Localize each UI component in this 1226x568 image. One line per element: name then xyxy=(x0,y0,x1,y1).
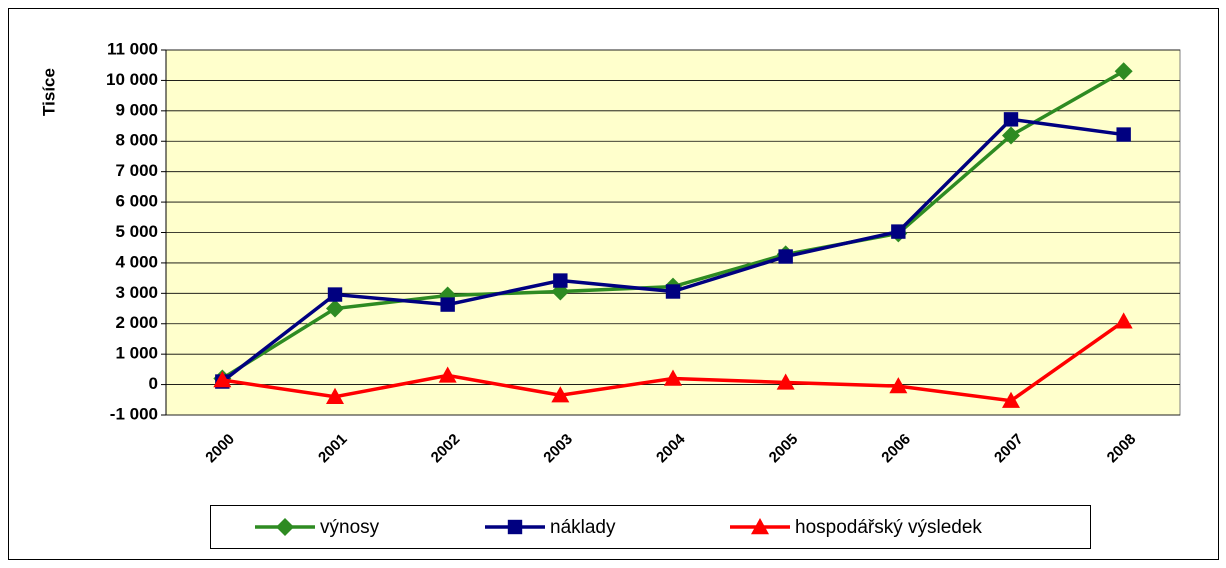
marker xyxy=(664,369,682,386)
marker xyxy=(1003,112,1019,127)
y-tick-label: 2 000 xyxy=(115,313,158,332)
y-tick-label: 9 000 xyxy=(115,100,158,119)
marker xyxy=(889,377,908,394)
marker xyxy=(327,287,343,302)
marker xyxy=(1002,391,1020,408)
marker xyxy=(276,518,294,536)
marker xyxy=(1114,312,1133,329)
y-tick-label: 6 000 xyxy=(115,192,158,211)
marker xyxy=(438,366,457,383)
marker xyxy=(1114,62,1133,81)
y-tick-label: 0 xyxy=(149,374,158,393)
marker xyxy=(1116,127,1131,142)
y-tick-label: 10 000 xyxy=(106,70,158,89)
marker xyxy=(553,273,568,288)
y-tick-label: 7 000 xyxy=(115,161,158,180)
legend-label: náklady xyxy=(550,517,616,538)
y-tick-label: 3 000 xyxy=(115,283,158,302)
marker xyxy=(778,249,793,264)
marker xyxy=(1002,126,1020,145)
y-tick-label: -1 000 xyxy=(110,404,158,423)
marker xyxy=(326,299,344,318)
y-tick-label: 1 000 xyxy=(115,344,158,363)
y-tick-label: 8 000 xyxy=(115,131,158,150)
y-tick-label: 4 000 xyxy=(115,252,158,271)
y-tick-label: 5 000 xyxy=(115,222,158,241)
legend-label: hospodářský výsledek xyxy=(795,517,982,538)
marker xyxy=(776,373,795,390)
marker xyxy=(507,519,523,535)
marker xyxy=(213,371,232,388)
marker xyxy=(891,224,906,239)
legend xyxy=(210,505,1091,549)
marker xyxy=(326,387,344,404)
legend-label: výnosy xyxy=(320,517,380,538)
marker xyxy=(751,518,769,535)
marker xyxy=(440,297,455,312)
y-tick-label: 11 000 xyxy=(107,39,158,58)
marker xyxy=(551,386,570,403)
marker xyxy=(665,284,681,299)
y-axis-label: Tisíce xyxy=(39,68,58,116)
